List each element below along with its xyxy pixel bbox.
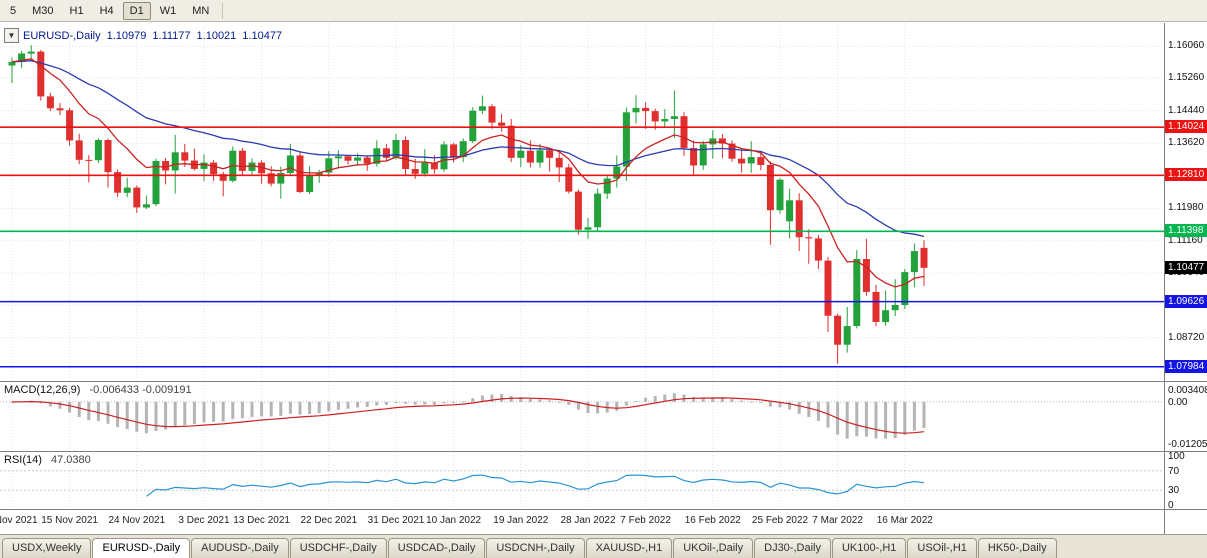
rsi-axis-label: 0 <box>1168 500 1174 511</box>
ohlc-low: 1.10021 <box>196 29 237 42</box>
macd-chart <box>0 382 1164 451</box>
chart-tab-usdcnh-daily[interactable]: USDCNH-,Daily <box>486 538 585 558</box>
price-line-badge: 1.09626 <box>1165 294 1207 308</box>
date-axis-label: 3 Dec 2021 <box>178 515 230 526</box>
macd-axis-label: -0.012058 <box>1168 439 1207 450</box>
date-axis-label: 22 Dec 2021 <box>300 515 358 526</box>
date-axis-label: 24 Nov 2021 <box>108 515 166 526</box>
price-axis-label: 1.14440 <box>1168 104 1205 116</box>
macd-axis-label: 0.003408 <box>1168 385 1207 396</box>
toolbar-separator <box>222 2 224 19</box>
price-line-badge: 1.11398 <box>1165 224 1207 238</box>
ohlc-open: 1.10979 <box>106 29 147 42</box>
price-chart-panel[interactable]: ▼ EURUSD-,Daily 1.10979 1.11177 1.10021 … <box>0 23 1207 381</box>
chart-tab-usdcad-daily[interactable]: USDCAD-,Daily <box>387 538 486 558</box>
rsi-name: RSI(14) <box>4 454 42 466</box>
date-axis-label: 28 Jan 2022 <box>560 515 616 526</box>
chart-legend: ▼ EURUSD-,Daily 1.10979 1.11177 1.10021 … <box>4 28 282 43</box>
date-axis-label: 7 Mar 2022 <box>812 515 863 526</box>
date-axis-label: 10 Jan 2022 <box>426 515 482 526</box>
price-line-badge: 1.14024 <box>1165 120 1207 134</box>
date-axis-label: 7 Feb 2022 <box>620 515 671 526</box>
timeframe-button-d1[interactable]: D1 <box>122 1 151 20</box>
chart-tab-dj30-daily[interactable]: DJ30-,Daily <box>754 538 831 558</box>
rsi-axis-label: 100 <box>1168 451 1185 462</box>
price-scale-divider <box>1164 23 1165 534</box>
rsi-value: 47.0380 <box>50 454 91 466</box>
price-axis-label: 1.11980 <box>1168 202 1204 214</box>
chart-tab-usoil-h1[interactable]: USOil-,H1 <box>907 538 977 558</box>
chart-tab-usdchf-daily[interactable]: USDCHF-,Daily <box>289 538 387 558</box>
chart-symbol-label: EURUSD-,Daily <box>23 29 101 42</box>
chart-tab-usdx-weekly[interactable]: USDX,Weekly <box>2 538 92 558</box>
date-axis-label: 13 Dec 2021 <box>233 515 290 526</box>
timeframe-button-h4[interactable]: H4 <box>99 4 114 17</box>
rsi-indicator-panel[interactable]: RSI(14) 47.0380 100 70 30 0 <box>0 451 1207 511</box>
chart-tab-hk50-daily[interactable]: HK50-,Daily <box>977 538 1057 558</box>
date-axis-label: 16 Feb 2022 <box>684 515 741 526</box>
chart-tab-ukoil-daily[interactable]: UKOil-,Daily <box>673 538 754 558</box>
price-axis-label: 1.16060 <box>1168 40 1205 52</box>
rsi-axis-label: 70 <box>1168 465 1180 477</box>
date-axis-label: 16 Mar 2022 <box>876 515 933 526</box>
candlestick-chart[interactable] <box>0 23 1164 380</box>
timeframe-button-w1[interactable]: W1 <box>159 4 177 17</box>
price-axis-label: 1.13620 <box>1168 137 1205 149</box>
date-axis-label: 31 Dec 2021 <box>367 515 425 526</box>
price-line-badge: 1.07984 <box>1165 359 1207 373</box>
timeframe-button-5[interactable]: 5 <box>10 4 17 17</box>
timeframe-button-m30[interactable]: M30 <box>32 4 54 17</box>
rsi-legend: RSI(14) 47.0380 <box>4 454 91 466</box>
chart-tab-xauusd-h1[interactable]: XAUUSD-,H1 <box>585 538 673 558</box>
triangle-down-icon: ▼ <box>7 31 16 40</box>
timeframe-button-mn[interactable]: MN <box>192 4 210 17</box>
macd-indicator-panel[interactable]: MACD(12,26,9) -0.006433 -0.009191 0.0034… <box>0 381 1207 451</box>
date-axis-label: 25 Feb 2022 <box>751 515 809 526</box>
ohlc-high: 1.11177 <box>152 29 191 42</box>
timeframe-toolbar: 5 M30 H1 H4 D1 W1 MN <box>0 0 1207 22</box>
macd-legend: MACD(12,26,9) -0.006433 -0.009191 <box>4 384 192 396</box>
date-axis-label: 19 Jan 2022 <box>493 515 549 526</box>
macd-name: MACD(12,26,9) <box>4 384 81 396</box>
chart-tab-uk100-h1[interactable]: UK100-,H1 <box>831 538 907 558</box>
current-price-badge: 1.10477 <box>1165 260 1207 274</box>
price-axis-label: 1.11160 <box>1168 234 1203 246</box>
price-axis-label: 1.08720 <box>1168 331 1205 343</box>
rsi-chart <box>0 452 1164 509</box>
price-axis-label: 1.15260 <box>1168 72 1205 84</box>
timeframe-button-h1[interactable]: H1 <box>69 4 84 17</box>
one-click-trading-toggle[interactable]: ▼ <box>4 28 19 43</box>
chart-tab-eurusd-daily[interactable]: EURUSD-,Daily <box>92 538 191 558</box>
macd-values: -0.006433 -0.009191 <box>89 384 192 396</box>
price-line-badge: 1.12810 <box>1165 168 1207 182</box>
chart-tab-bar: USDX,Weekly EURUSD-,Daily AUDUSD-,Daily USD… <box>0 534 1207 558</box>
rsi-axis-label: 30 <box>1168 485 1180 497</box>
ohlc-close: 1.10477 <box>242 29 283 42</box>
macd-axis-label: 0.00 <box>1168 396 1188 408</box>
date-axis-label: 5 Nov 2021 <box>0 515 38 526</box>
chart-tab-audusd-daily[interactable]: AUDUSD-,Daily <box>191 538 289 558</box>
date-axis-label: 15 Nov 2021 <box>41 515 98 526</box>
